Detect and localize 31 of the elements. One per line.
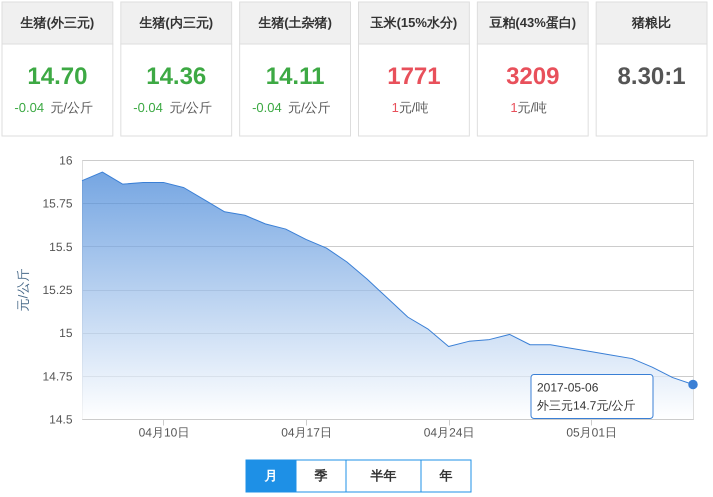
y-tick-label: 16 xyxy=(59,154,73,168)
text: 半年 xyxy=(370,468,396,483)
text: 年 xyxy=(438,468,452,483)
y-tick-label: 14.75 xyxy=(42,369,73,384)
text: 季 xyxy=(314,468,328,483)
text: 生猪(内三元) xyxy=(138,15,214,30)
y-tick-label: 15.75 xyxy=(42,196,73,211)
text: 生猪(外三元) xyxy=(20,15,94,30)
text: 月 xyxy=(264,468,278,483)
text: 14.36 xyxy=(146,63,206,90)
y-axis-title: 元/公斤 xyxy=(15,268,30,312)
y-tick-label: 14.5 xyxy=(49,412,73,426)
text: 14.70 xyxy=(27,63,88,90)
text: 1元/吨 xyxy=(392,100,428,115)
text: 玉米(15%水分) xyxy=(370,15,458,30)
x-tick-label: 04月10日 xyxy=(138,426,190,440)
text: 生猪(土杂猪) xyxy=(257,15,332,30)
text: 猪粮比 xyxy=(631,15,672,30)
text: 8.30:1 xyxy=(618,63,686,90)
y-tick-label: 15 xyxy=(59,326,73,340)
text: 3209 xyxy=(506,63,560,90)
annotation: 2017-05-06 外三元14.7元/公斤 xyxy=(537,380,636,412)
y-tick-label: 15.5 xyxy=(49,240,73,254)
text: 1元/吨 xyxy=(510,100,548,115)
text: 豆粕(43%蛋白) xyxy=(488,15,576,30)
text: 1771 xyxy=(387,63,441,90)
y-tick-label: 15.25 xyxy=(42,283,73,297)
x-tick-label: 05月01日 xyxy=(566,426,618,440)
x-tick-label: 04月17日 xyxy=(281,426,332,440)
x-tick-label: 04月24日 xyxy=(424,426,474,440)
text: 14.11 xyxy=(266,63,324,90)
